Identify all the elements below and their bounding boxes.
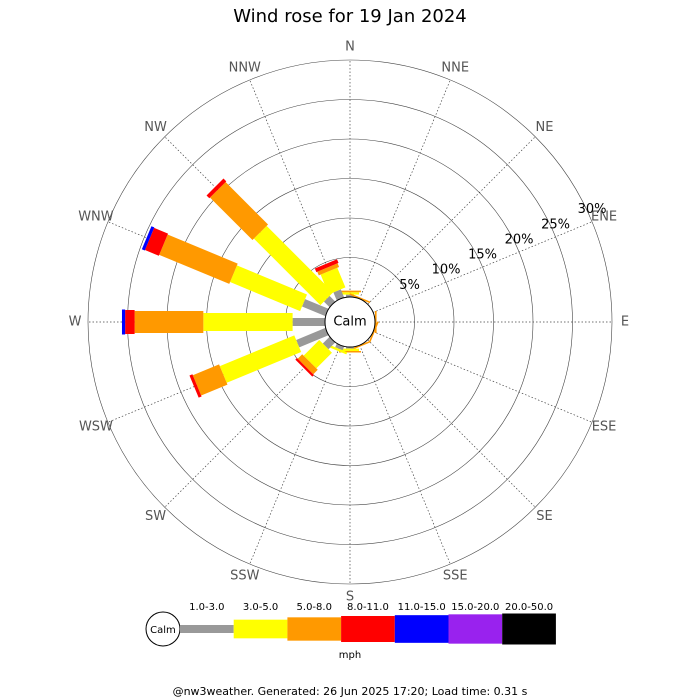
wind-segment — [292, 318, 325, 326]
grid-ring — [87, 59, 613, 585]
direction-label: NNW — [229, 60, 261, 75]
legend-label: 20.0-50.0 — [505, 602, 553, 613]
r-tick-label: 20% — [505, 232, 534, 247]
chart-title: Wind rose for 19 Jan 2024 — [233, 6, 467, 27]
r-tick-label: 25% — [541, 217, 570, 232]
wind-segment — [320, 267, 346, 295]
footer: @nw3weather. Generated: 26 Jun 2025 17:2… — [173, 685, 528, 698]
legend-label: 15.0-20.0 — [451, 602, 499, 613]
direction-label: N — [345, 40, 355, 55]
wind-segment — [335, 343, 345, 351]
spoke — [249, 79, 341, 300]
legend-swatch — [287, 617, 342, 641]
legend-swatch — [394, 615, 449, 643]
wind-segment — [144, 227, 169, 256]
direction-label: NE — [535, 120, 553, 135]
wind-segment — [303, 340, 332, 369]
wind-segment — [302, 299, 329, 317]
direction-label: WNW — [78, 209, 114, 224]
direction-label: W — [69, 315, 82, 330]
wind-segment — [125, 310, 135, 334]
wind-segment — [203, 313, 293, 331]
wind-segment — [349, 340, 371, 351]
legend-label: 11.0-15.0 — [398, 602, 446, 613]
legend-title: mph — [339, 650, 361, 661]
wind-segment — [192, 364, 228, 396]
wind-segment — [297, 354, 318, 375]
wind-segment — [339, 290, 361, 293]
calm-circle — [324, 296, 376, 348]
legend-swatch — [448, 614, 503, 644]
direction-label: NNE — [441, 60, 469, 75]
r-tick-label: 10% — [432, 263, 461, 278]
spoke — [372, 331, 593, 423]
legend-swatch — [341, 616, 395, 642]
wind-segment — [349, 293, 371, 304]
wind-segment — [368, 321, 379, 343]
wind-segment — [206, 178, 227, 199]
direction-label: WSW — [79, 420, 113, 435]
r-tick-label: 5% — [399, 278, 420, 293]
direction-label: NW — [144, 120, 167, 135]
direction-label: SW — [145, 509, 166, 524]
direction-label: SSE — [443, 569, 468, 584]
wind-segment — [253, 225, 334, 306]
legend-label: 3.0-5.0 — [243, 602, 278, 613]
direction-label: E — [621, 315, 629, 330]
wind-segment — [189, 374, 202, 398]
direction-label: ENE — [591, 209, 617, 224]
spoke — [372, 221, 593, 313]
wind-segment — [341, 348, 359, 351]
r-tick-label: 15% — [468, 248, 497, 263]
wind-segment — [329, 345, 348, 355]
wind-segment — [230, 265, 307, 312]
legend-label: 5.0-8.0 — [297, 602, 332, 613]
wind-segment — [159, 234, 238, 284]
wind-segment — [219, 335, 302, 383]
direction-label: SE — [536, 509, 552, 524]
legend-label: 8.0-11.0 — [347, 602, 389, 613]
direction-label: SSW — [230, 569, 260, 584]
wind-segment — [296, 327, 329, 348]
spoke — [367, 339, 536, 508]
legend-swatch — [502, 613, 556, 645]
spoke — [367, 136, 536, 305]
wind-segment — [317, 263, 340, 276]
r-tick-label: 30% — [578, 202, 607, 217]
spoke — [359, 79, 451, 300]
wind-segment — [141, 226, 155, 251]
legend-calm-label: Calm — [150, 625, 176, 636]
legend-swatch — [233, 619, 288, 639]
legend-swatch — [180, 625, 234, 633]
wind-segment — [333, 289, 345, 301]
spoke — [359, 344, 451, 565]
legend-label: 1.0-3.0 — [189, 602, 224, 613]
direction-label: ESE — [592, 420, 617, 435]
spoke — [249, 344, 341, 565]
wind-segment — [121, 309, 126, 335]
direction-label: S — [346, 590, 354, 605]
wind-segment — [295, 358, 314, 377]
wind-segment — [210, 182, 269, 241]
wind-segment — [134, 311, 204, 333]
wind-segment — [323, 295, 336, 308]
wind-segment — [314, 259, 339, 273]
calm-label: Calm — [333, 315, 366, 330]
